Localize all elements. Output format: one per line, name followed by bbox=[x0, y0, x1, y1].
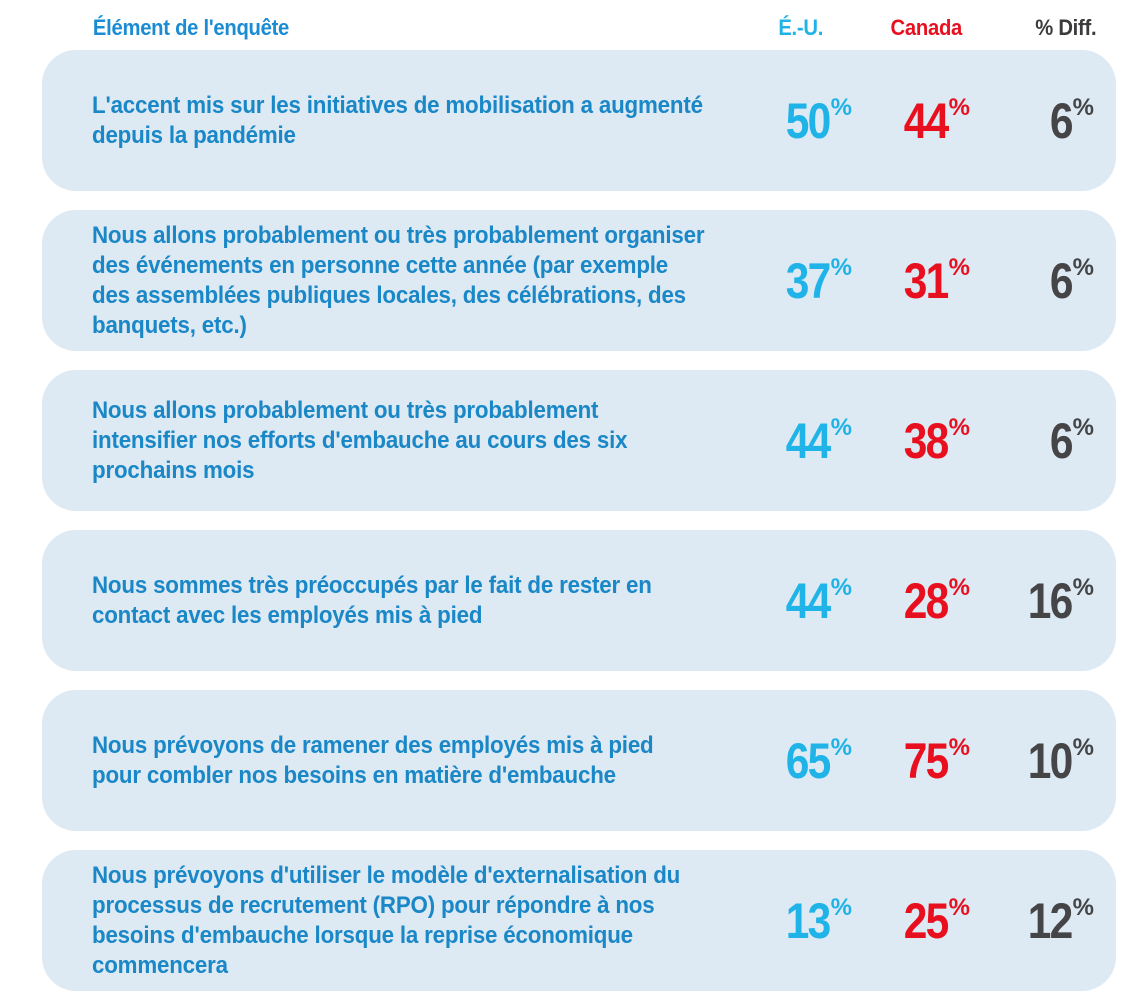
survey-item-label: Nous allons probablement ou très probabl… bbox=[92, 210, 752, 351]
diff-value-number: 6 bbox=[1049, 252, 1074, 309]
header-diff: % Diff. bbox=[1035, 15, 1097, 40]
canada-value-number: 75 bbox=[903, 732, 950, 789]
survey-row: Nous sommes très préoccupés par le fait … bbox=[42, 530, 1116, 671]
us-value: 50% bbox=[778, 50, 852, 191]
survey-item-label: Nous prévoyons d'utiliser le modèle d'ex… bbox=[92, 850, 752, 991]
us-value-number: 37 bbox=[785, 252, 832, 309]
diff-value-number: 6 bbox=[1049, 92, 1074, 149]
survey-row: Nous allons probablement ou très probabl… bbox=[42, 210, 1116, 351]
us-value: 44% bbox=[778, 530, 852, 671]
table-header: Élément de l'enquête É.-U. Canada % Diff… bbox=[0, 12, 1097, 44]
us-value: 13% bbox=[778, 850, 852, 991]
header-canada: Canada bbox=[890, 15, 963, 40]
header-us: É.-U. bbox=[778, 15, 824, 40]
canada-value-number: 38 bbox=[903, 412, 950, 469]
diff-value-number: 12 bbox=[1027, 892, 1074, 949]
percent-sign: % bbox=[830, 734, 852, 761]
canada-value: 31% bbox=[896, 210, 970, 351]
diff-value: 12% bbox=[1020, 850, 1094, 991]
percent-sign: % bbox=[830, 574, 852, 601]
diff-value: 10% bbox=[1020, 690, 1094, 831]
percent-sign: % bbox=[830, 94, 852, 121]
canada-value-number: 25 bbox=[903, 892, 950, 949]
survey-item-label: Nous sommes très préoccupés par le fait … bbox=[92, 530, 752, 671]
percent-sign: % bbox=[830, 254, 852, 281]
percent-sign: % bbox=[830, 894, 852, 921]
diff-value-number: 10 bbox=[1027, 732, 1074, 789]
canada-value: 75% bbox=[896, 690, 970, 831]
percent-sign: % bbox=[1072, 94, 1094, 121]
diff-value: 16% bbox=[1020, 530, 1094, 671]
survey-item-text: Nous sommes très préoccupés par le fait … bbox=[92, 571, 652, 629]
survey-row: L'accent mis sur les initiatives de mobi… bbox=[42, 50, 1116, 191]
survey-item-text: Nous allons probablement ou très probabl… bbox=[92, 221, 705, 339]
survey-item-text: Nous allons probablement ou très probabl… bbox=[92, 396, 628, 484]
us-value: 44% bbox=[778, 370, 852, 511]
us-value-number: 50 bbox=[785, 92, 832, 149]
survey-item-label: Nous allons probablement ou très probabl… bbox=[92, 370, 752, 511]
survey-item-text: Nous prévoyons de ramener des employés m… bbox=[92, 731, 654, 789]
percent-sign: % bbox=[1072, 734, 1094, 761]
percent-sign: % bbox=[948, 254, 970, 281]
canada-value: 25% bbox=[896, 850, 970, 991]
diff-value-number: 16 bbox=[1027, 572, 1074, 629]
diff-value: 6% bbox=[1046, 50, 1094, 191]
us-value-number: 13 bbox=[785, 892, 832, 949]
survey-item-text: Nous prévoyons d'utiliser le modèle d'ex… bbox=[92, 861, 681, 979]
survey-row: Nous prévoyons d'utiliser le modèle d'ex… bbox=[42, 850, 1116, 991]
survey-item-text: L'accent mis sur les initiatives de mobi… bbox=[92, 91, 703, 149]
canada-value: 38% bbox=[896, 370, 970, 511]
percent-sign: % bbox=[948, 414, 970, 441]
survey-item-label: Nous prévoyons de ramener des employés m… bbox=[92, 690, 752, 831]
survey-row: Nous allons probablement ou très probabl… bbox=[42, 370, 1116, 511]
percent-sign: % bbox=[948, 894, 970, 921]
survey-row: Nous prévoyons de ramener des employés m… bbox=[42, 690, 1116, 831]
percent-sign: % bbox=[948, 734, 970, 761]
diff-value: 6% bbox=[1046, 370, 1094, 511]
canada-value: 44% bbox=[896, 50, 970, 191]
us-value-number: 65 bbox=[785, 732, 832, 789]
canada-value-number: 44 bbox=[903, 92, 950, 149]
canada-value-number: 28 bbox=[903, 572, 950, 629]
us-value: 37% bbox=[778, 210, 852, 351]
diff-value-number: 6 bbox=[1049, 412, 1074, 469]
percent-sign: % bbox=[830, 414, 852, 441]
us-value-number: 44 bbox=[785, 572, 832, 629]
header-survey-item: Élément de l'enquête bbox=[92, 15, 290, 40]
diff-value: 6% bbox=[1046, 210, 1094, 351]
percent-sign: % bbox=[1072, 574, 1094, 601]
us-value: 65% bbox=[778, 690, 852, 831]
percent-sign: % bbox=[1072, 414, 1094, 441]
canada-value-number: 31 bbox=[903, 252, 950, 309]
percent-sign: % bbox=[1072, 254, 1094, 281]
percent-sign: % bbox=[1072, 894, 1094, 921]
percent-sign: % bbox=[948, 94, 970, 121]
percent-sign: % bbox=[948, 574, 970, 601]
canada-value: 28% bbox=[896, 530, 970, 671]
survey-rows: L'accent mis sur les initiatives de mobi… bbox=[42, 50, 1116, 1003]
us-value-number: 44 bbox=[785, 412, 832, 469]
survey-item-label: L'accent mis sur les initiatives de mobi… bbox=[92, 50, 752, 191]
